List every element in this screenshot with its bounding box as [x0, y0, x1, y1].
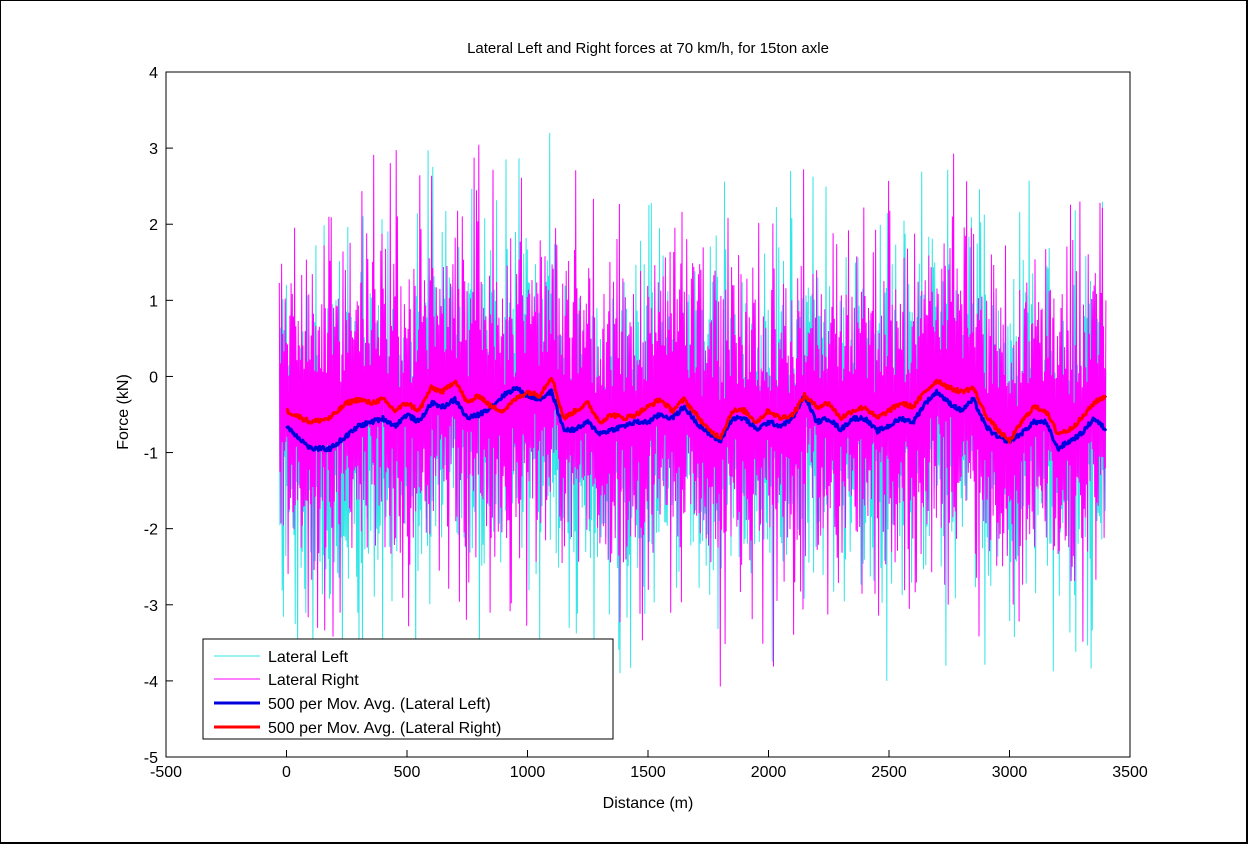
legend-label-avg-left: 500 per Mov. Avg. (Lateral Left): [268, 696, 491, 713]
x-axis-label: Distance (m): [603, 795, 694, 812]
y-tick-label: -3: [144, 598, 158, 615]
y-tick-label: -2: [144, 522, 158, 539]
x-tick-label: -500: [150, 764, 182, 781]
series-avg-lateral-right: [285, 376, 1108, 444]
y-tick-label: 2: [149, 217, 158, 234]
x-tick-label: 3500: [1112, 764, 1148, 781]
legend-label-lateral-left: Lateral Left: [268, 649, 349, 666]
chart-title: Lateral Left and Right forces at 70 km/h…: [467, 40, 829, 57]
x-tick-label: 1000: [510, 764, 546, 781]
x-tick-label: 3000: [992, 764, 1028, 781]
x-tick-label: 2500: [871, 764, 907, 781]
legend-label-avg-right: 500 per Mov. Avg. (Lateral Right): [268, 720, 501, 737]
series-avg-lateral-left: [285, 385, 1108, 453]
y-tick-label: 1: [149, 293, 158, 310]
y-tick-label: -4: [144, 674, 158, 691]
y-tick-label: 0: [149, 369, 158, 386]
y-tick-label: 3: [149, 141, 158, 158]
x-tick-label: 2000: [751, 764, 787, 781]
legend-label-lateral-right: Lateral Right: [268, 672, 359, 689]
legend-box: [202, 638, 614, 740]
x-tick-label: 500: [394, 764, 421, 781]
y-tick-label: 4: [149, 65, 158, 82]
x-tick-label: 0: [282, 764, 291, 781]
y-tick-label: -1: [144, 446, 158, 463]
x-tick-label: 1500: [630, 764, 666, 781]
y-axis-label: Force (kN): [115, 374, 132, 450]
series-lateral-right: [278, 144, 1107, 687]
legend: Lateral Left Lateral Right 500 per Mov. …: [202, 638, 614, 740]
y-tick-label: -5: [144, 750, 158, 767]
